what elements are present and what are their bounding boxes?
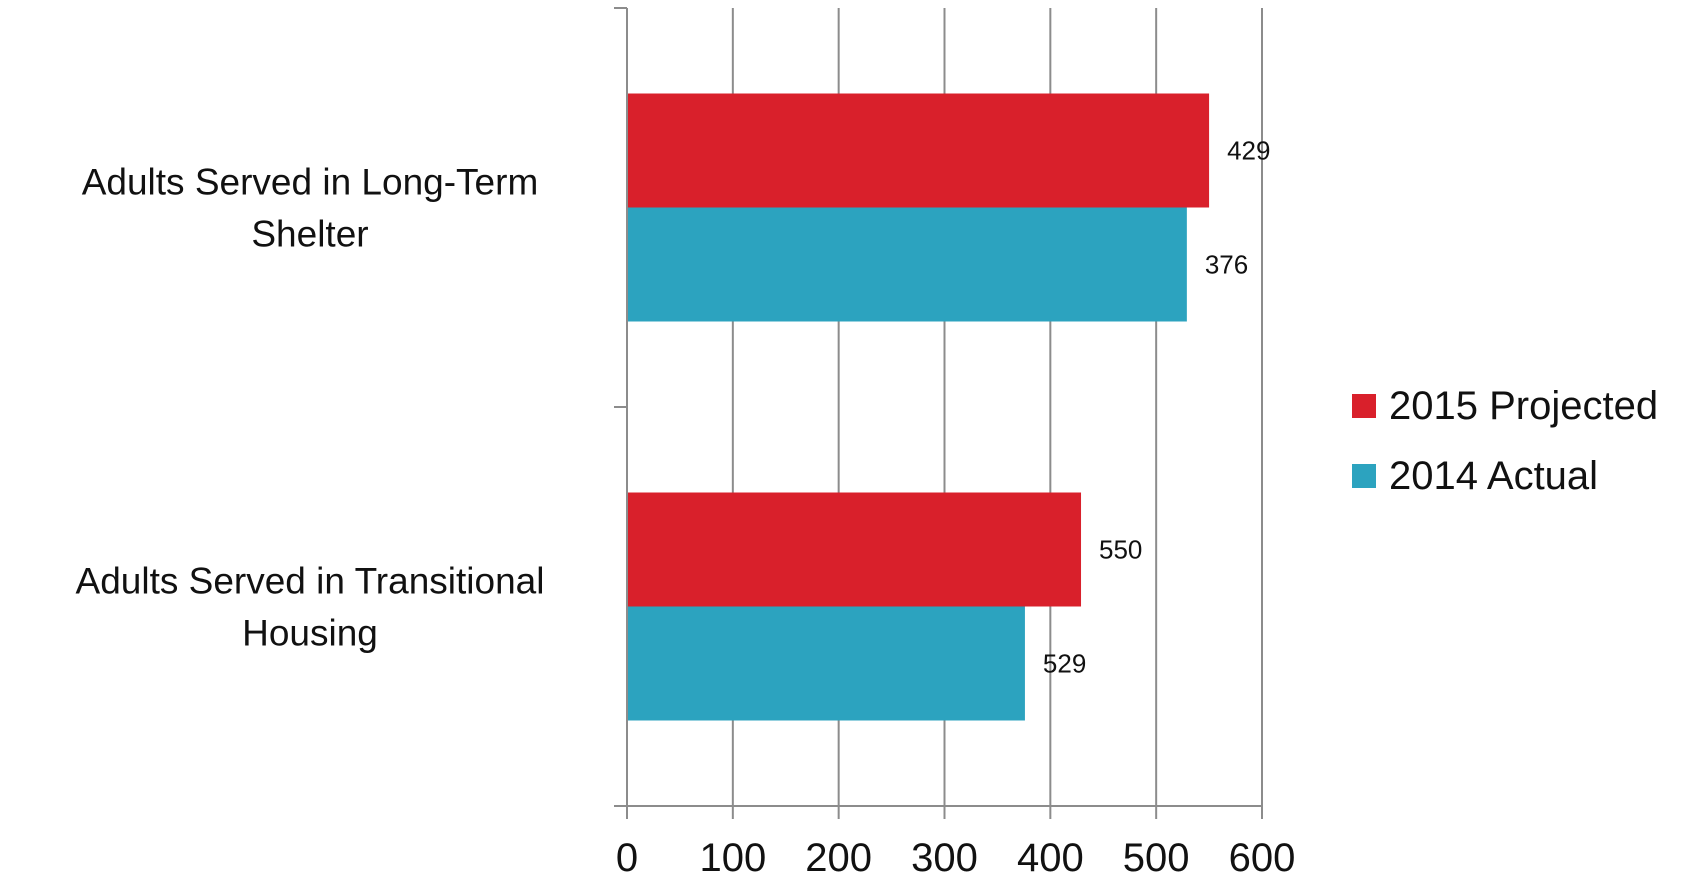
data-label-actual-1: 529: [1043, 649, 1086, 679]
axes: [614, 7, 1263, 819]
tick-labels: 0 100 200 300 400 500 600: [616, 836, 1296, 880]
category-label-1-line-1: Housing: [242, 613, 378, 654]
data-label-actual-0: 376: [1205, 250, 1248, 280]
x-tick-label-300: 300: [911, 836, 978, 880]
x-tick-label-600: 600: [1229, 836, 1296, 880]
bar-projected-0: [627, 93, 1210, 208]
bar-actual-0: [627, 207, 1187, 322]
legend: 2015 Projected 2014 Actual: [1352, 384, 1658, 498]
bars: [627, 93, 1210, 721]
legend-label-1: 2014 Actual: [1389, 454, 1598, 498]
category-label-0-line-1: Shelter: [251, 214, 368, 255]
x-tick-label-200: 200: [805, 836, 872, 880]
data-label-projected-1: 550: [1099, 535, 1142, 565]
bar-actual-1: [627, 606, 1025, 721]
legend-label-0: 2015 Projected: [1389, 384, 1658, 428]
category-labels: Adults Served in Long-Term Shelter Adults …: [76, 162, 545, 654]
category-label-1-line-0: Adults Served in Transitional: [76, 561, 545, 602]
data-label-projected-0: 429: [1227, 136, 1270, 166]
x-tick-label-0: 0: [616, 836, 638, 880]
x-tick-label-500: 500: [1123, 836, 1190, 880]
category-label-0-line-0: Adults Served in Long-Term: [82, 162, 539, 203]
legend-swatch-1: [1352, 464, 1376, 488]
x-tick-label-400: 400: [1017, 836, 1084, 880]
legend-swatch-0: [1352, 394, 1376, 418]
data-labels: 429 550 376 529: [1043, 136, 1271, 679]
bar-projected-1: [627, 492, 1082, 607]
x-tick-label-100: 100: [699, 836, 766, 880]
